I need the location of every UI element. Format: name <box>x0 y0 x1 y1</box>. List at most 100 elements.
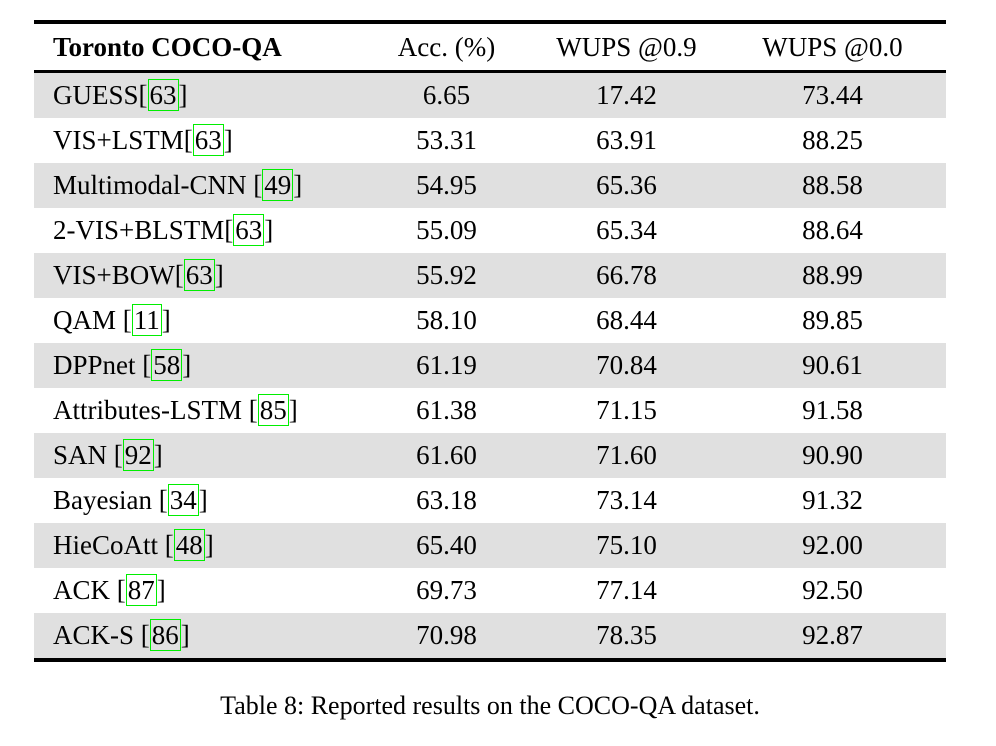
header-accuracy: Acc. (%) <box>397 31 496 62</box>
wups-00-value: 88.99 <box>802 260 863 290</box>
accuracy-value: 53.31 <box>416 125 477 155</box>
table-row: VIS+LSTM[63] 53.31 63.91 88.25 <box>34 118 946 163</box>
bracket-close: ] <box>293 170 303 200</box>
wups-09-value: 70.84 <box>596 350 657 380</box>
wups-09-value: 73.14 <box>596 485 657 515</box>
citation-link[interactable]: 92 <box>122 439 154 471</box>
method-cell: Multimodal-CNN [49] <box>34 169 359 201</box>
method-label: HieCoAtt [ <box>53 530 174 560</box>
method-cell: GUESS[63] <box>34 79 359 111</box>
wups-00-value: 92.00 <box>802 530 863 560</box>
method-cell: VIS+LSTM[63] <box>34 124 359 156</box>
bracket-close: ] <box>182 350 192 380</box>
wups-09-value: 75.10 <box>596 530 657 560</box>
method-label: Bayesian [ <box>53 485 168 515</box>
wups-00-value: 91.32 <box>802 485 863 515</box>
wups-09-value: 66.78 <box>596 260 657 290</box>
accuracy-value: 6.65 <box>422 80 471 110</box>
method-cell: HieCoAtt [48] <box>34 529 359 561</box>
bracket-close: ] <box>178 80 188 110</box>
wups-00-value: 90.90 <box>802 440 863 470</box>
method-label: Multimodal-CNN [ <box>53 170 263 200</box>
table-row: VIS+BOW[63] 55.92 66.78 88.99 <box>34 253 946 298</box>
table-header-row: Toronto COCO-QA Acc. (%) WUPS @0.9 WUPS … <box>34 24 946 70</box>
accuracy-value: 69.73 <box>416 575 477 605</box>
method-label: 2-VIS+BLSTM[ <box>53 215 234 245</box>
accuracy-value: 58.10 <box>416 305 477 335</box>
wups-09-value: 65.36 <box>596 170 657 200</box>
table-row: 2-VIS+BLSTM[63] 55.09 65.34 88.64 <box>34 208 946 253</box>
accuracy-value: 70.98 <box>416 620 477 650</box>
method-cell: Attributes-LSTM [85] <box>34 394 359 426</box>
citation-link[interactable]: 86 <box>149 619 181 651</box>
table-row: GUESS[63] 6.65 17.42 73.44 <box>34 73 946 118</box>
method-label: ACK [ <box>53 575 126 605</box>
wups-00-value: 91.58 <box>802 395 863 425</box>
bracket-close: ] <box>204 530 214 560</box>
wups-09-value: 71.60 <box>596 440 657 470</box>
results-table: Toronto COCO-QA Acc. (%) WUPS @0.9 WUPS … <box>34 20 946 662</box>
citation-link[interactable]: 63 <box>147 79 179 111</box>
citation-link[interactable]: 48 <box>173 529 205 561</box>
header-dataset: Toronto COCO-QA <box>53 31 282 62</box>
bracket-close: ] <box>161 305 171 335</box>
table-row: DPPnet [58] 61.19 70.84 90.61 <box>34 343 946 388</box>
citation-link[interactable]: 63 <box>233 214 265 246</box>
wups-00-value: 88.64 <box>802 215 863 245</box>
wups-00-value: 89.85 <box>802 305 863 335</box>
bracket-close: ] <box>223 125 233 155</box>
table-body: GUESS[63] 6.65 17.42 73.44 VIS+LSTM[63] 53.31… <box>34 73 946 658</box>
citation-link[interactable]: 63 <box>192 124 224 156</box>
accuracy-value: 61.19 <box>416 350 477 380</box>
table-row: ACK-S [86] 70.98 78.35 92.87 <box>34 613 946 658</box>
table-row: HieCoAtt [48] 65.40 75.10 92.00 <box>34 523 946 568</box>
citation-link[interactable]: 11 <box>131 304 162 336</box>
accuracy-value: 55.92 <box>416 260 477 290</box>
accuracy-value: 61.60 <box>416 440 477 470</box>
table-rule-bottom <box>34 658 946 662</box>
accuracy-value: 54.95 <box>416 170 477 200</box>
wups-09-value: 71.15 <box>596 395 657 425</box>
header-wups-00: WUPS @0.0 <box>762 31 903 62</box>
header-wups-09: WUPS @0.9 <box>556 31 697 62</box>
method-cell: Bayesian [34] <box>34 484 359 516</box>
table-row: SAN [92] 61.60 71.60 90.90 <box>34 433 946 478</box>
wups-00-value: 73.44 <box>802 80 863 110</box>
citation-link[interactable]: 85 <box>257 394 289 426</box>
wups-00-value: 92.87 <box>802 620 863 650</box>
wups-00-value: 90.61 <box>802 350 863 380</box>
method-cell: 2-VIS+BLSTM[63] <box>34 214 359 246</box>
method-label: Attributes-LSTM [ <box>53 395 258 425</box>
citation-link[interactable]: 58 <box>151 349 183 381</box>
citation-link[interactable]: 49 <box>262 169 294 201</box>
wups-09-value: 68.44 <box>596 305 657 335</box>
method-label: VIS+LSTM[ <box>53 125 193 155</box>
bracket-close: ] <box>180 620 190 650</box>
wups-00-value: 88.58 <box>802 170 863 200</box>
wups-09-value: 17.42 <box>596 80 657 110</box>
method-label: DPPnet [ <box>53 350 152 380</box>
method-label: QAM [ <box>53 305 132 335</box>
bracket-close: ] <box>198 485 208 515</box>
method-cell: VIS+BOW[63] <box>34 259 359 291</box>
bracket-close: ] <box>156 575 166 605</box>
citation-link[interactable]: 63 <box>183 259 215 291</box>
accuracy-value: 61.38 <box>416 395 477 425</box>
table-rule-top <box>34 20 946 24</box>
accuracy-value: 65.40 <box>416 530 477 560</box>
method-label: GUESS[ <box>53 80 148 110</box>
table-row: ACK [87] 69.73 77.14 92.50 <box>34 568 946 613</box>
method-label: SAN [ <box>53 440 123 470</box>
bracket-close: ] <box>288 395 298 425</box>
table-row: QAM [11] 58.10 68.44 89.85 <box>34 298 946 343</box>
method-cell: SAN [92] <box>34 439 359 471</box>
wups-09-value: 77.14 <box>596 575 657 605</box>
method-cell: ACK-S [86] <box>34 619 359 651</box>
table-row: Multimodal-CNN [49] 54.95 65.36 88.58 <box>34 163 946 208</box>
citation-link[interactable]: 34 <box>167 484 199 516</box>
table-caption: Table 8: Reported results on the COCO-QA… <box>220 691 760 720</box>
accuracy-value: 63.18 <box>416 485 477 515</box>
wups-00-value: 88.25 <box>802 125 863 155</box>
citation-link[interactable]: 87 <box>125 574 157 606</box>
